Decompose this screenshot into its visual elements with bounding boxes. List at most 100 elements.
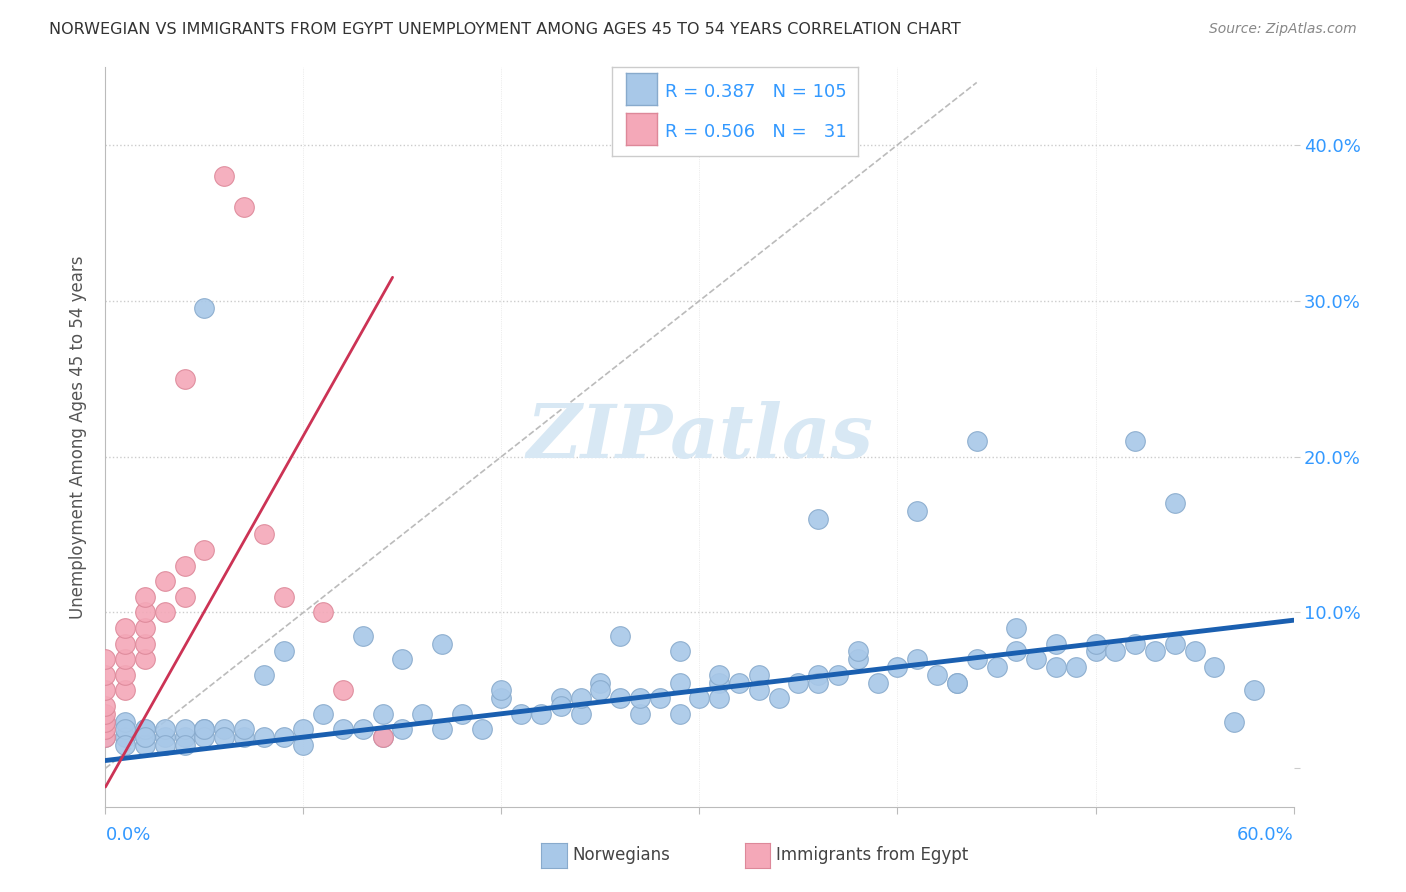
Point — [134, 723, 156, 737]
Point — [827, 667, 849, 681]
Point — [173, 371, 195, 385]
Point — [668, 644, 690, 658]
Point — [1164, 637, 1187, 651]
Text: 60.0%: 60.0% — [1237, 826, 1294, 844]
Point — [471, 723, 494, 737]
Point — [214, 730, 236, 744]
Text: 0.0%: 0.0% — [105, 826, 150, 844]
Point — [925, 667, 948, 681]
Point — [1084, 644, 1107, 658]
Point — [134, 621, 156, 635]
Point — [886, 660, 908, 674]
Point — [332, 683, 354, 698]
Text: ZIPatlas: ZIPatlas — [526, 401, 873, 474]
Point — [648, 691, 671, 706]
Point — [589, 683, 612, 698]
Point — [114, 683, 136, 698]
Point — [94, 714, 117, 729]
Point — [114, 652, 136, 666]
Point — [371, 706, 394, 721]
Point — [689, 691, 711, 706]
Point — [709, 667, 731, 681]
Point — [371, 730, 394, 744]
Point — [1223, 714, 1246, 729]
Point — [153, 723, 176, 737]
Point — [94, 723, 117, 737]
Point — [134, 730, 156, 744]
Point — [569, 691, 592, 706]
Point — [1204, 660, 1226, 674]
Point — [986, 660, 1008, 674]
Point — [1123, 434, 1146, 448]
Point — [1123, 637, 1146, 651]
Point — [153, 738, 176, 752]
Text: R = 0.506   N =   31: R = 0.506 N = 31 — [665, 123, 846, 141]
Point — [807, 512, 830, 526]
Text: Source: ZipAtlas.com: Source: ZipAtlas.com — [1209, 22, 1357, 37]
Point — [510, 706, 533, 721]
Point — [609, 691, 631, 706]
Point — [1184, 644, 1206, 658]
Point — [273, 590, 295, 604]
Point — [569, 706, 592, 721]
Point — [391, 723, 413, 737]
Point — [173, 730, 195, 744]
Point — [352, 629, 374, 643]
Point — [253, 730, 276, 744]
Point — [173, 723, 195, 737]
Point — [134, 738, 156, 752]
Point — [1084, 637, 1107, 651]
Point — [905, 652, 928, 666]
Point — [94, 730, 117, 744]
Point — [153, 574, 176, 589]
Point — [430, 637, 453, 651]
Text: R = 0.387   N = 105: R = 0.387 N = 105 — [665, 83, 846, 101]
Point — [134, 652, 156, 666]
Point — [530, 706, 553, 721]
Point — [411, 706, 433, 721]
Point — [94, 730, 117, 744]
Point — [193, 723, 215, 737]
Point — [609, 629, 631, 643]
Y-axis label: Unemployment Among Ages 45 to 54 years: Unemployment Among Ages 45 to 54 years — [69, 255, 87, 619]
Point — [748, 683, 770, 698]
Point — [312, 706, 335, 721]
Point — [430, 723, 453, 737]
Point — [114, 667, 136, 681]
Point — [114, 637, 136, 651]
Point — [193, 723, 215, 737]
Point — [1104, 644, 1126, 658]
Point — [94, 698, 117, 713]
Point — [114, 723, 136, 737]
Point — [491, 683, 513, 698]
Point — [589, 675, 612, 690]
Point — [94, 706, 117, 721]
Point — [253, 527, 276, 541]
Point — [193, 543, 215, 558]
Point — [134, 723, 156, 737]
Point — [628, 691, 651, 706]
Text: Immigrants from Egypt: Immigrants from Egypt — [776, 846, 969, 863]
Point — [153, 730, 176, 744]
Point — [273, 730, 295, 744]
Point — [214, 723, 236, 737]
Point — [905, 504, 928, 518]
Point — [352, 723, 374, 737]
Point — [550, 691, 572, 706]
Point — [1164, 496, 1187, 510]
Point — [173, 558, 195, 573]
Point — [966, 434, 988, 448]
Point — [1243, 683, 1265, 698]
Point — [768, 691, 790, 706]
Point — [846, 644, 869, 658]
Point — [491, 691, 513, 706]
Point — [114, 730, 136, 744]
Point — [1005, 644, 1028, 658]
Point — [114, 738, 136, 752]
Point — [1025, 652, 1047, 666]
Point — [253, 667, 276, 681]
Point — [966, 652, 988, 666]
Point — [114, 621, 136, 635]
Point — [94, 667, 117, 681]
Point — [668, 675, 690, 690]
